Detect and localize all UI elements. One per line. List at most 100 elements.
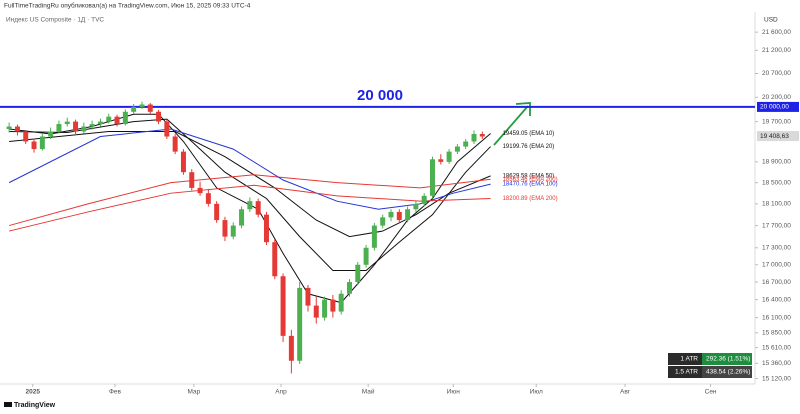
ema-label: 18563.46 (EMA 200) xyxy=(503,177,558,183)
candle-body xyxy=(288,335,294,361)
candle-body xyxy=(330,299,336,312)
candle-body xyxy=(421,195,427,204)
level-axis-box xyxy=(757,101,799,112)
candle-body xyxy=(388,211,394,218)
ema-label: 18470.76 (EMA 100) xyxy=(503,182,558,188)
candle-body xyxy=(255,201,261,215)
candle-body xyxy=(380,217,386,226)
ema-label: 19199.76 (EMA 20) xyxy=(503,144,555,150)
atr-value-box xyxy=(702,366,752,378)
candle-body xyxy=(322,299,328,318)
y-tick-label: 18 500,00 xyxy=(762,179,791,186)
candle-body xyxy=(197,187,203,194)
candle-body xyxy=(31,141,37,150)
x-tick-label: Июн xyxy=(447,389,461,396)
candle-body xyxy=(180,151,186,173)
atr-name-box xyxy=(668,353,702,365)
candle-body xyxy=(463,141,469,147)
atr-value: 292.36 (1.51%) xyxy=(706,356,750,363)
x-tick-label: Мар xyxy=(187,389,200,396)
ema-label: 18200.89 (EMA 200) xyxy=(503,196,558,202)
arrow xyxy=(493,102,531,146)
ema-label: 19459.05 (EMA 10) xyxy=(503,131,555,137)
candle-body xyxy=(230,225,236,237)
ema-line xyxy=(9,118,491,271)
level-axis-label: 20 000,00 xyxy=(760,104,789,111)
candle-body xyxy=(371,225,377,248)
candle-body xyxy=(189,172,195,188)
candle-body xyxy=(405,209,411,221)
ema-line xyxy=(9,184,491,232)
y-tick-label: 15 360,00 xyxy=(762,360,791,367)
chart-title: Индекс US Composite · 1Д · TVC xyxy=(6,17,104,24)
y-tick-label: 20 200,00 xyxy=(762,94,791,101)
candle-body xyxy=(346,282,352,294)
y-tick-label: 15 850,00 xyxy=(762,330,791,337)
candle-body xyxy=(413,203,419,210)
candle-body xyxy=(131,106,137,112)
level-label: 20 000 xyxy=(357,87,403,104)
atr-name-box xyxy=(668,366,702,378)
candle-body xyxy=(430,159,435,196)
candle-body xyxy=(363,247,369,265)
ema-line xyxy=(9,113,491,304)
x-tick-label: 2025 xyxy=(26,389,41,396)
candle-body xyxy=(114,116,120,125)
ema-line xyxy=(8,174,491,227)
candle-body xyxy=(164,121,170,137)
candle-body xyxy=(97,121,103,125)
atr-value: 438.54 (2.26%) xyxy=(706,369,750,376)
last-price-label: 19 408,63 xyxy=(760,133,789,140)
candle-body xyxy=(338,293,344,312)
x-tick-label: Июл xyxy=(530,389,543,396)
candle-body xyxy=(214,203,220,221)
candle-body xyxy=(172,136,178,152)
candle-body xyxy=(263,214,269,243)
candle-body xyxy=(81,126,87,132)
candle-body xyxy=(89,124,95,127)
y-tick-label: 21 600,00 xyxy=(762,29,791,36)
candle-body xyxy=(454,146,460,152)
candle-body xyxy=(122,111,128,125)
candle-body xyxy=(14,126,20,132)
y-tick-label: 17 300,00 xyxy=(762,244,791,251)
candle-body xyxy=(156,111,162,122)
candle-body xyxy=(396,211,402,221)
atr-value-box xyxy=(702,353,752,365)
y-tick-label: 16 400,00 xyxy=(762,296,791,303)
y-tick-label: 17 000,00 xyxy=(762,261,791,268)
y-tick-label: 18 900,00 xyxy=(762,159,791,166)
candle-body xyxy=(6,126,12,130)
candle-body xyxy=(139,104,145,107)
x-tick-label: Авг xyxy=(620,389,631,396)
last-price-box xyxy=(757,131,799,142)
y-tick-label: 15 610,00 xyxy=(762,344,791,351)
x-tick-label: Фев xyxy=(109,389,122,396)
candle-body xyxy=(39,136,45,150)
candle-body xyxy=(147,104,153,112)
x-tick-label: Апр xyxy=(275,389,287,396)
x-tick-label: Сен xyxy=(705,389,717,396)
y-tick-label: 16 100,00 xyxy=(762,314,791,321)
candle-body xyxy=(305,287,311,306)
candle-body xyxy=(205,193,211,204)
candle-body xyxy=(64,121,70,125)
footer-logo xyxy=(4,402,12,407)
candle-body xyxy=(280,276,286,336)
candle-body xyxy=(106,116,112,122)
candle-body xyxy=(297,287,303,361)
candle-body xyxy=(56,124,62,132)
currency: USD xyxy=(764,17,778,24)
y-tick-label: 16 700,00 xyxy=(762,279,791,286)
y-tick-label: 19 700,00 xyxy=(762,118,791,125)
ema-label: 18629.58 (EMA 50) xyxy=(503,173,555,179)
candle-body xyxy=(313,305,319,318)
candle-body xyxy=(272,242,278,277)
y-tick-label: 20 700,00 xyxy=(762,70,791,77)
y-tick-label: 21 200,00 xyxy=(762,47,791,54)
candle-body xyxy=(23,131,29,142)
y-tick-label: 17 700,00 xyxy=(762,222,791,229)
x-tick-label: Май xyxy=(362,388,375,396)
